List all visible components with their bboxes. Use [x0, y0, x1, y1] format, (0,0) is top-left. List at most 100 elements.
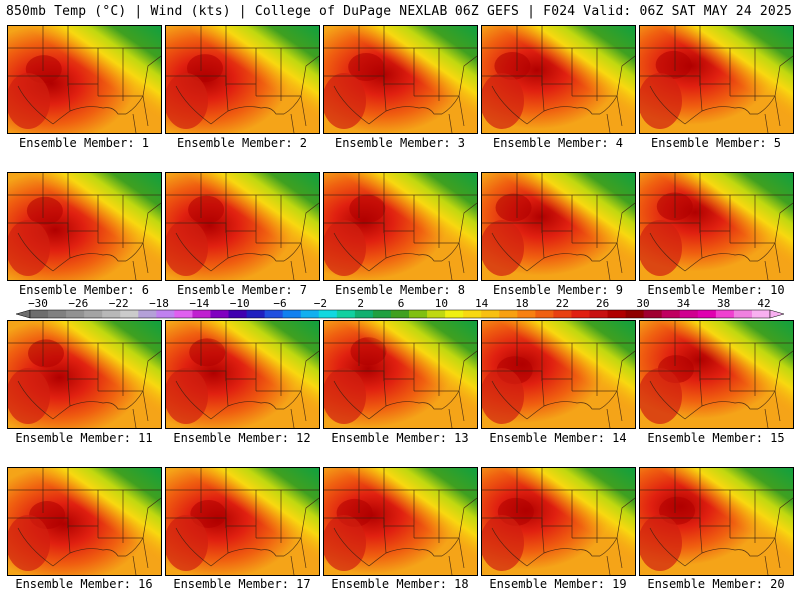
map-border-line: [699, 525, 703, 554]
colorbar-swatch: [282, 310, 302, 318]
colorbar-swatch: [535, 310, 554, 318]
map-border-line: [368, 405, 387, 420]
map-border-line: [606, 408, 611, 428]
temperature-map: [8, 468, 161, 575]
colorbar-swatch: [553, 310, 572, 318]
map-border-line: [142, 537, 149, 569]
member-caption: Ensemble Member: 10: [647, 283, 785, 297]
map-border-line: [67, 83, 71, 112]
map-border-line: [448, 408, 453, 428]
temperature-map: [8, 321, 161, 428]
map-border-line: [142, 390, 149, 422]
colorbar-swatch: [30, 310, 49, 318]
colorbar-swatch: [679, 310, 699, 318]
map-border-line: [526, 110, 545, 125]
ensemble-member-panel: [7, 320, 162, 429]
colorbar-swatch: [427, 310, 446, 318]
map-border-line: [526, 552, 545, 567]
map-border-line: [300, 242, 307, 274]
ensemble-member-panel: [165, 172, 320, 281]
ensemble-member-panel: [323, 25, 478, 134]
member-caption: Ensemble Member: 3: [334, 136, 466, 150]
colorbar-swatch: [409, 310, 428, 318]
map-border-line: [175, 232, 212, 272]
temperature-map: [640, 468, 793, 575]
map-border-line: [701, 106, 758, 115]
map-border-line: [227, 106, 284, 115]
temperature-map: [640, 173, 793, 280]
map-border-line: [132, 260, 137, 280]
map-border-line: [526, 257, 545, 272]
colorbar-swatch: [661, 310, 681, 318]
map-border-line: [616, 390, 623, 422]
map-border-line: [699, 378, 703, 407]
map-border-line: [385, 401, 442, 410]
colorbar-swatch: [390, 310, 410, 318]
map-border-line: [210, 257, 229, 272]
map-border-line: [684, 405, 703, 420]
map-border-line: [699, 230, 703, 259]
colorbar-high-arrow: [769, 309, 785, 319]
temperature-map: [640, 26, 793, 133]
map-border-line: [132, 408, 137, 428]
temperature-map: [324, 26, 477, 133]
colorbar-swatch: [697, 310, 717, 318]
colorbar-swatch: [228, 310, 248, 318]
member-caption: Ensemble Member: 9: [492, 283, 624, 297]
temperature-map: [482, 26, 635, 133]
member-caption: Ensemble Member: 7: [176, 283, 308, 297]
map-border-line: [458, 242, 465, 274]
map-border-line: [8, 75, 98, 85]
ensemble-member-panel: [323, 172, 478, 281]
colorbar-tick-label: 22: [555, 297, 569, 310]
member-caption: Ensemble Member: 13: [331, 431, 469, 445]
colorbar-swatch: [102, 310, 121, 318]
map-border-line: [699, 83, 703, 112]
map-border-line: [684, 552, 703, 567]
colorbar-swatch: [300, 310, 320, 318]
map-border-line: [290, 260, 295, 280]
map-border-line: [324, 222, 414, 232]
map-border-line: [17, 85, 54, 125]
map-border-line: [300, 95, 307, 127]
map-border-line: [17, 527, 54, 567]
map-border-line: [67, 378, 71, 407]
ensemble-member-panel: [481, 320, 636, 429]
temperature-map: [482, 173, 635, 280]
map-border-line: [649, 232, 686, 272]
map-border-line: [640, 222, 730, 232]
map-border-line: [210, 405, 229, 420]
colorbar-swatch: [354, 310, 374, 318]
temperature-map: [166, 26, 319, 133]
colorbar-tick-label: −6: [273, 297, 287, 310]
colorbar-swatch: [733, 310, 753, 318]
map-border-line: [764, 113, 769, 133]
colorbar-tick-label: −22: [108, 297, 129, 310]
ensemble-member-panel: [639, 320, 794, 429]
map-border-line: [774, 95, 781, 127]
map-border-line: [175, 380, 212, 420]
map-border-line: [300, 537, 307, 569]
ensemble-member-panel: [165, 320, 320, 429]
map-border-line: [701, 401, 758, 410]
colorbar-tick-label: 2: [357, 297, 364, 310]
colorbar-swatch: [445, 310, 464, 318]
temperature-map: [166, 173, 319, 280]
map-border-line: [701, 548, 758, 557]
map-border-line: [368, 552, 387, 567]
colorbar-tick-label: 18: [515, 297, 529, 310]
member-caption: Ensemble Member: 20: [647, 577, 785, 591]
member-caption: Ensemble Member: 5: [650, 136, 782, 150]
colorbar-swatch: [264, 310, 284, 318]
colorbar-tick-label: −18: [149, 297, 169, 310]
map-border-line: [383, 230, 387, 259]
colorbar-tick-label: −30: [28, 297, 48, 310]
member-caption: Ensemble Member: 19: [489, 577, 627, 591]
colorbar-swatch: [625, 310, 645, 318]
map-border-line: [482, 75, 572, 85]
colorbar-tick-label: 42: [757, 297, 771, 310]
colorbar-swatch: [463, 310, 482, 318]
map-border-line: [290, 555, 295, 575]
map-border-line: [543, 548, 600, 557]
map-border-line: [290, 408, 295, 428]
